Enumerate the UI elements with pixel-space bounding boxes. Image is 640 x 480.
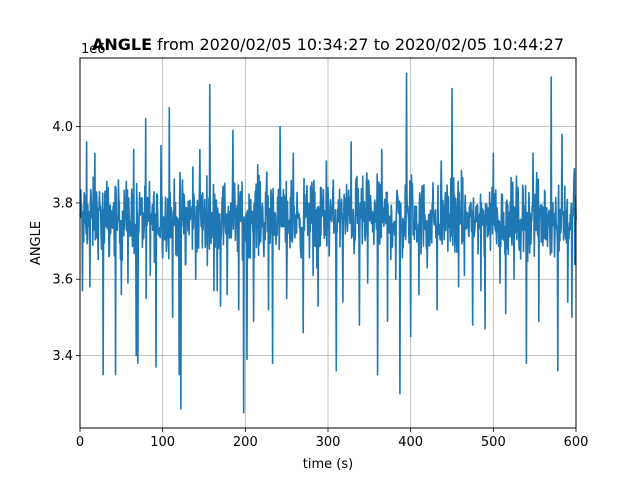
y-tick-label: 3.8 <box>52 196 73 211</box>
chart-title: ANGLE from 2020/02/05 10:34:27 to 2020/0… <box>92 35 564 54</box>
chart-title-bold: ANGLE <box>92 35 152 54</box>
y-axis-label: ANGLE <box>29 221 44 265</box>
angle-series-line <box>79 72 577 414</box>
x-tick-label: 400 <box>398 435 423 450</box>
x-tick-label: 300 <box>316 435 341 450</box>
y-offset-label: 1e6 <box>81 42 106 57</box>
x-axis-label: time (s) <box>303 457 353 472</box>
x-tick-label: 600 <box>564 435 589 450</box>
x-tick-label: 200 <box>233 435 258 450</box>
y-tick-label: 3.6 <box>52 273 73 288</box>
x-tick-label: 500 <box>481 435 506 450</box>
x-axis-ticks: 0 100 200 300 400 500 600 <box>76 428 589 450</box>
chart-title-rest: from 2020/02/05 10:34:27 to 2020/02/05 1… <box>152 35 564 54</box>
y-axis-ticks: 3.4 3.6 3.8 4.0 <box>52 120 80 364</box>
y-tick-label: 3.4 <box>52 349 73 364</box>
x-tick-label: 0 <box>76 435 84 450</box>
data-series <box>79 72 577 414</box>
y-tick-label: 4.0 <box>52 120 73 135</box>
x-tick-label: 100 <box>150 435 175 450</box>
